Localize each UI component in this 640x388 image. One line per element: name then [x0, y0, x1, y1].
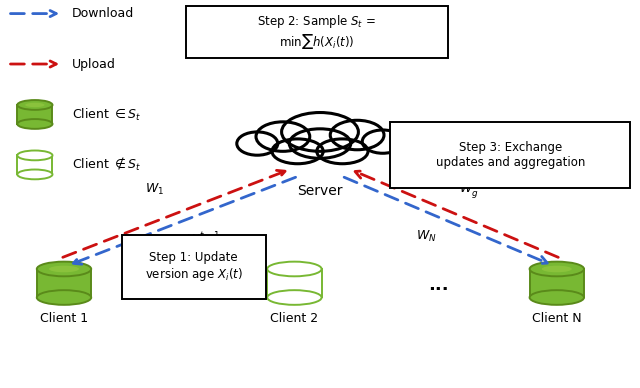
Ellipse shape	[529, 290, 584, 305]
Text: Step 2: Sample $S_t$ =
$\mathrm{min}\sum h(X_i(t))$: Step 2: Sample $S_t$ = $\mathrm{min}\sum…	[257, 13, 376, 51]
Text: Upload: Upload	[72, 57, 116, 71]
Polygon shape	[530, 269, 584, 298]
Ellipse shape	[49, 266, 79, 272]
Text: $W_g^{t-1}$: $W_g^{t-1}$	[459, 179, 493, 201]
Ellipse shape	[268, 262, 322, 276]
Polygon shape	[17, 105, 52, 124]
Text: $W_g^{t-1}$: $W_g^{t-1}$	[186, 230, 220, 252]
Ellipse shape	[268, 290, 322, 305]
Text: Client N: Client N	[532, 312, 582, 326]
Text: Server: Server	[297, 184, 343, 198]
Text: Client 1: Client 1	[40, 312, 88, 326]
Ellipse shape	[17, 119, 52, 129]
Ellipse shape	[17, 100, 52, 110]
Text: Step 3: Exchange
updates and aggregation: Step 3: Exchange updates and aggregation	[436, 141, 585, 169]
Text: ...: ...	[428, 276, 449, 294]
Ellipse shape	[330, 120, 384, 150]
Text: $W_1$: $W_1$	[145, 182, 164, 197]
Text: Step 1: Update
version age $X_i(t)$: Step 1: Update version age $X_i(t)$	[145, 251, 243, 283]
Ellipse shape	[542, 266, 572, 272]
Text: $W_N$: $W_N$	[416, 229, 436, 244]
Ellipse shape	[317, 139, 368, 164]
Ellipse shape	[17, 170, 52, 179]
FancyBboxPatch shape	[122, 235, 266, 299]
Text: Download: Download	[72, 7, 134, 20]
Ellipse shape	[289, 129, 351, 158]
Polygon shape	[268, 269, 322, 298]
Ellipse shape	[529, 262, 584, 276]
FancyBboxPatch shape	[186, 6, 448, 58]
Ellipse shape	[25, 103, 45, 107]
Ellipse shape	[17, 151, 52, 160]
Ellipse shape	[362, 130, 403, 153]
Ellipse shape	[272, 139, 323, 164]
Text: Client $\in S_t$: Client $\in S_t$	[72, 106, 141, 123]
Ellipse shape	[237, 132, 278, 155]
Ellipse shape	[256, 122, 310, 151]
Polygon shape	[37, 269, 92, 298]
Ellipse shape	[282, 113, 358, 151]
Text: Client 2: Client 2	[270, 312, 319, 326]
FancyBboxPatch shape	[390, 122, 630, 188]
Ellipse shape	[36, 262, 92, 276]
Ellipse shape	[36, 290, 92, 305]
Text: Client $\notin S_t$: Client $\notin S_t$	[72, 156, 141, 173]
Polygon shape	[17, 156, 52, 175]
